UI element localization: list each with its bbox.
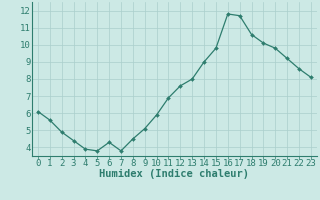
X-axis label: Humidex (Indice chaleur): Humidex (Indice chaleur) [100,169,249,179]
